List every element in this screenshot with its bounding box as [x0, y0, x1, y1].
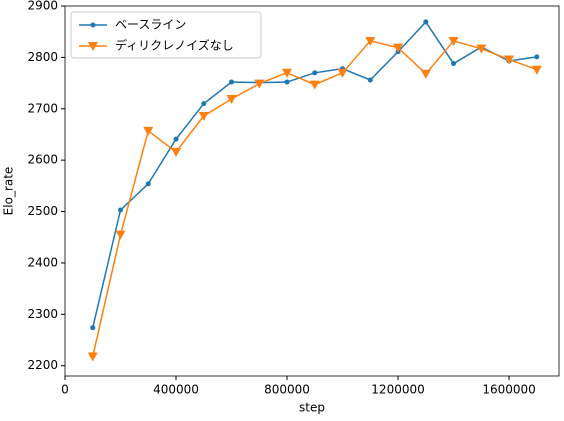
plot-frame	[64, 5, 560, 377]
x-tick-label: 0	[61, 383, 69, 397]
point	[254, 79, 265, 89]
legend-box	[70, 11, 262, 59]
point	[309, 80, 320, 90]
point	[312, 70, 318, 76]
point	[145, 181, 151, 187]
y-tick-label: 2300	[27, 307, 58, 321]
point	[393, 43, 404, 53]
point	[534, 54, 540, 60]
point	[88, 42, 98, 51]
point	[229, 79, 235, 85]
point	[476, 44, 487, 54]
point	[90, 22, 96, 28]
point	[531, 65, 542, 75]
point	[367, 77, 373, 83]
point	[115, 230, 126, 240]
y-tick-label: 2900	[27, 0, 58, 13]
point	[90, 325, 96, 331]
point	[282, 68, 293, 78]
point	[143, 126, 154, 136]
point	[118, 207, 124, 213]
x-axis-label: step	[299, 401, 325, 415]
y-tick-label: 2500	[27, 204, 58, 218]
point	[226, 95, 237, 105]
point	[198, 111, 209, 121]
point	[420, 69, 431, 79]
y-tick-label: 2600	[27, 153, 58, 167]
point	[448, 36, 459, 46]
y-tick-label: 2800	[27, 50, 58, 64]
point	[284, 79, 290, 85]
point	[365, 36, 376, 46]
point	[201, 101, 207, 107]
y-axis-label: Elo_rate	[2, 167, 16, 216]
point	[173, 136, 179, 142]
point	[451, 61, 457, 67]
point	[337, 68, 348, 78]
x-tick-label: 400000	[153, 383, 199, 397]
point	[87, 352, 98, 362]
point	[171, 147, 182, 157]
legend-label: ベースライン	[115, 18, 186, 32]
point	[504, 55, 515, 65]
y-tick-label: 2400	[27, 255, 58, 269]
line	[92, 20, 537, 328]
point	[423, 19, 429, 25]
x-tick-label: 800000	[264, 383, 310, 397]
legend-label: ディリクレノイズなし	[115, 38, 234, 53]
x-tick-label: 1600000	[482, 383, 535, 397]
y-tick-label: 2700	[27, 101, 58, 115]
y-tick-label: 2200	[27, 358, 58, 372]
x-tick-label: 1200000	[371, 383, 424, 397]
